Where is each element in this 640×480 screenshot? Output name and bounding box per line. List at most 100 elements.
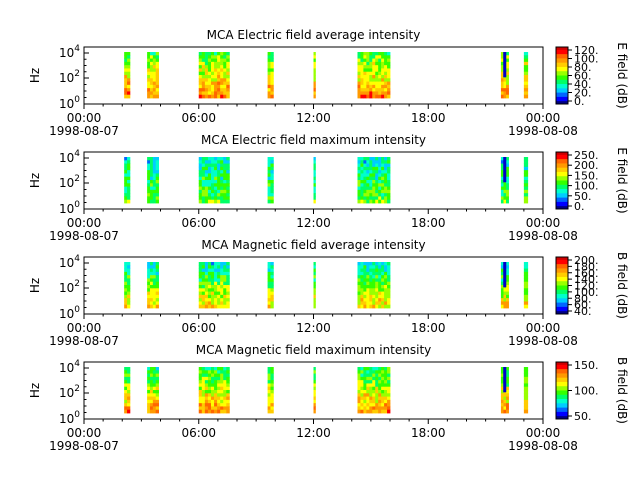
colorbar-tick-label: 0.	[574, 200, 585, 213]
x-tick-label: 12:00	[296, 321, 331, 335]
colorbar-tick-label: 50.	[574, 410, 592, 423]
x-tick-label: 06:00	[181, 426, 216, 440]
x-tick-label: 00:00	[67, 111, 102, 125]
colorbar-tick-label: 150.	[574, 359, 599, 372]
panel-4: MCA Magnetic field maximum intensity Hz 10…	[28, 343, 629, 453]
y-tick-label: 100	[59, 410, 80, 426]
x-tick-label: 18:00	[411, 216, 446, 230]
data-block	[124, 262, 131, 309]
x-date-label: 1998-08-08	[508, 334, 578, 348]
colorbar-label: B field (dB)	[615, 357, 629, 424]
colorbar-tick-label: 100.	[574, 180, 599, 193]
data-block	[198, 157, 230, 204]
y-axis-label: Hz	[28, 278, 42, 293]
data-block	[313, 367, 316, 414]
data-block	[124, 157, 131, 204]
colorbar: 50. 100. 150. B field (dB)	[555, 357, 629, 424]
data-block	[523, 157, 529, 204]
data-block	[313, 52, 316, 99]
data-block	[267, 367, 274, 414]
y-tick-label: 102	[59, 384, 80, 400]
colorbar: 40.60.80.100.120.140.160.180.200. B field…	[555, 252, 629, 319]
y-tick-label: 102	[59, 279, 80, 295]
x-tick-label: 00:00	[526, 321, 561, 335]
colorbar-tick-label: 80.	[574, 292, 592, 305]
data-block	[198, 367, 230, 414]
data-block	[267, 262, 274, 309]
data-block	[313, 262, 316, 309]
colorbar-tick-label: 20.	[574, 87, 592, 100]
data-block	[124, 367, 131, 414]
panel-title: MCA Electric field maximum intensity	[201, 133, 426, 147]
colorbar-label: E field (dB)	[615, 42, 629, 108]
x-tick-label: 18:00	[411, 426, 446, 440]
low-intensity-band	[503, 262, 507, 288]
data-block	[500, 367, 509, 414]
x-tick-label: 06:00	[181, 111, 216, 125]
x-tick-label: 18:00	[411, 321, 446, 335]
data-block	[500, 52, 509, 99]
x-tick-label: 00:00	[526, 216, 561, 230]
x-tick-label: 06:00	[181, 216, 216, 230]
panel-title: MCA Magnetic field maximum intensity	[196, 343, 432, 357]
y-tick-label: 102	[59, 174, 80, 190]
panel-1: MCA Electric field average intensity Hz 10…	[28, 28, 629, 138]
x-tick-label: 12:00	[296, 426, 331, 440]
x-tick-label: 12:00	[296, 111, 331, 125]
colorbar: 0.50.100.150.200.250. E field (dB)	[555, 147, 629, 214]
data-block	[523, 262, 529, 309]
colorbar-tick-label: 150.	[574, 169, 599, 182]
colorbar-tick-label: 100.	[574, 385, 599, 398]
panel-title: MCA Magnetic field average intensity	[201, 238, 425, 252]
y-tick-label: 100	[59, 200, 80, 216]
colorbar-tick-label: 100.	[574, 286, 599, 299]
data-block	[198, 52, 230, 99]
x-date-label: 1998-08-07	[49, 229, 119, 243]
colorbar-tick-label: 180.	[574, 260, 599, 273]
x-date-label: 1998-08-07	[49, 124, 119, 138]
colorbar-frame	[555, 151, 569, 210]
colorbar-tick-label: 60.	[574, 70, 592, 83]
y-tick-label: 104	[59, 149, 80, 165]
colorbar-tick-label: 100.	[574, 53, 599, 66]
data-block	[147, 262, 159, 309]
x-tick-label: 00:00	[67, 216, 102, 230]
data-block	[357, 157, 391, 204]
data-block	[500, 262, 509, 309]
x-date-label: 1998-08-08	[508, 124, 578, 138]
low-intensity-band	[503, 52, 507, 78]
data-block	[267, 157, 274, 204]
colorbar-tick-label: 60.	[574, 299, 592, 312]
x-tick-label: 00:00	[526, 111, 561, 125]
panel-3: MCA Magnetic field average intensity Hz 10…	[28, 238, 629, 348]
colorbar-label: B field (dB)	[615, 252, 629, 319]
y-axis-label: Hz	[28, 173, 42, 188]
x-tick-label: 00:00	[67, 426, 102, 440]
x-tick-label: 18:00	[411, 111, 446, 125]
data-block	[500, 157, 509, 204]
data-block	[523, 52, 529, 99]
data-block	[357, 262, 391, 309]
x-date-label: 1998-08-07	[49, 334, 119, 348]
y-axis-label: Hz	[28, 383, 42, 398]
data-block	[357, 367, 391, 414]
colorbar-tick-label: 120.	[574, 280, 599, 293]
y-tick-label: 104	[59, 359, 80, 375]
colorbar-tick-label: 0.	[574, 95, 585, 108]
colorbar-tick-label: 140.	[574, 273, 599, 286]
data-block	[313, 157, 316, 204]
colorbar-tick-label: 250.	[574, 149, 599, 162]
y-tick-label: 100	[59, 95, 80, 111]
x-tick-label: 00:00	[526, 426, 561, 440]
x-date-label: 1998-08-08	[508, 439, 578, 453]
x-tick-label: 00:00	[67, 321, 102, 335]
y-tick-label: 102	[59, 69, 80, 85]
y-axis-label: Hz	[28, 68, 42, 83]
x-tick-label: 12:00	[296, 216, 331, 230]
data-block	[147, 52, 159, 99]
data-block	[523, 367, 529, 414]
colorbar-label: E field (dB)	[615, 147, 629, 213]
colorbar-tick-label: 120.	[574, 44, 599, 57]
x-tick-label: 06:00	[181, 321, 216, 335]
